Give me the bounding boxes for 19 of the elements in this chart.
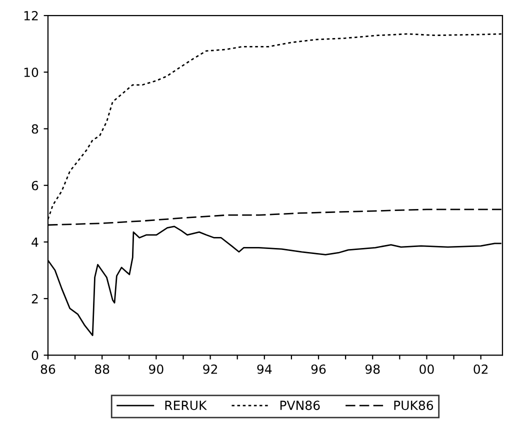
y-tick-label: 4 bbox=[32, 238, 38, 247]
x-tick-label: 98 bbox=[365, 364, 380, 374]
x-tick-label: 92 bbox=[203, 364, 217, 374]
y-tick-label: 12 bbox=[24, 11, 38, 20]
y-tick-label: 8 bbox=[32, 124, 38, 134]
legend-label: RERUK bbox=[165, 400, 207, 410]
x-tick-label: 02 bbox=[474, 364, 488, 374]
legend-label: PVN86 bbox=[280, 400, 320, 410]
x-tick-label: 94 bbox=[257, 364, 272, 374]
x-tick-label: 96 bbox=[311, 364, 326, 374]
y-tick-label: 2 bbox=[32, 294, 38, 304]
x-tick-label: 00 bbox=[420, 364, 434, 374]
legend-label: PUK86 bbox=[394, 400, 434, 410]
x-tick-label: 86 bbox=[40, 364, 56, 374]
y-tick-label: 10 bbox=[24, 68, 38, 78]
x-tick-label: 90 bbox=[149, 364, 164, 374]
y-tick-label: 0 bbox=[32, 350, 38, 360]
y-tick-label: 6 bbox=[32, 180, 38, 190]
x-tick-label: 88 bbox=[94, 364, 110, 374]
